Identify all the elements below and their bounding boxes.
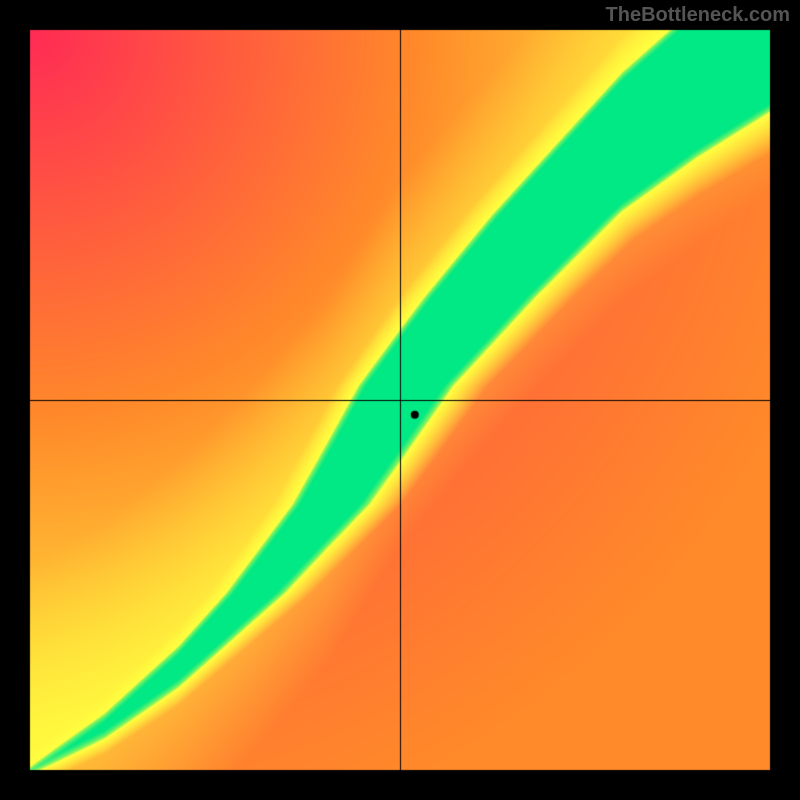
watermark-text: TheBottleneck.com [606,4,790,27]
heatmap-canvas [0,0,800,800]
chart-container: TheBottleneck.com [0,0,800,800]
